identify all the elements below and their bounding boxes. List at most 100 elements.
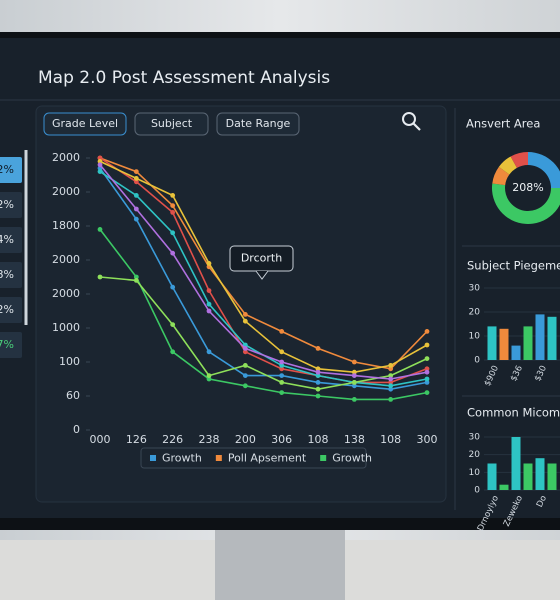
x-tick-label: 138 xyxy=(344,433,365,446)
y-tick-label: 2000 xyxy=(52,253,80,266)
data-point xyxy=(315,366,321,372)
data-point xyxy=(424,390,430,395)
y-tick-label: 60 xyxy=(66,389,80,402)
data-point xyxy=(206,288,212,293)
data-point xyxy=(206,301,212,307)
filter-button[interactable] xyxy=(216,112,300,136)
y-tick-label: 0 xyxy=(474,356,480,366)
filter-label[interactable]: Subject xyxy=(151,117,193,130)
data-point xyxy=(388,397,394,402)
data-point xyxy=(424,366,430,372)
annotation-pointer xyxy=(255,270,269,280)
x-tick-label: 306 xyxy=(271,433,292,446)
data-point xyxy=(206,349,212,355)
data-point xyxy=(242,318,248,324)
main-panel xyxy=(35,105,447,503)
data-point xyxy=(97,169,103,175)
data-point xyxy=(170,322,176,327)
bar xyxy=(511,437,521,490)
data-point xyxy=(170,203,176,209)
annotation-text: Drcorth xyxy=(241,252,282,265)
data-point xyxy=(351,369,357,375)
list-value[interactable]: 7% xyxy=(0,338,14,351)
bar xyxy=(547,316,557,360)
bar xyxy=(535,314,545,360)
legend-label: Growth xyxy=(332,452,372,465)
list-value[interactable]: 2% xyxy=(0,163,14,176)
data-point xyxy=(388,380,394,385)
x-tick-label: 126 xyxy=(126,433,147,446)
data-point xyxy=(97,155,103,161)
x-tick-label: 000 xyxy=(90,433,111,446)
list-value[interactable]: 4% xyxy=(0,233,14,246)
list-item[interactable] xyxy=(0,297,22,323)
list-item[interactable] xyxy=(0,262,22,288)
data-point xyxy=(315,373,321,378)
data-point xyxy=(170,284,176,290)
data-point xyxy=(279,359,285,365)
data-point xyxy=(133,179,139,185)
y-tick-label: 10 xyxy=(469,468,481,478)
data-point xyxy=(242,346,248,351)
data-point xyxy=(315,380,321,385)
y-tick-label: 20 xyxy=(469,450,481,460)
data-point xyxy=(170,250,176,256)
legend-label: Growth xyxy=(162,452,202,465)
list-value[interactable]: 2% xyxy=(0,303,14,316)
bar xyxy=(511,345,521,360)
data-point xyxy=(424,329,430,334)
y-tick-label: 0 xyxy=(73,423,80,436)
list-item[interactable] xyxy=(0,157,22,183)
data-point xyxy=(133,216,139,222)
y-tick-label: 1800 xyxy=(52,219,80,232)
y-tick-label: 0 xyxy=(474,486,480,496)
data-point xyxy=(351,383,357,389)
list-value[interactable]: 2% xyxy=(0,198,14,211)
data-point xyxy=(97,227,103,232)
filter-button[interactable] xyxy=(43,112,127,136)
filter-button[interactable] xyxy=(134,112,209,136)
data-point xyxy=(351,359,357,365)
series-line xyxy=(99,157,428,384)
data-point xyxy=(388,386,394,392)
data-point xyxy=(242,363,248,368)
data-point xyxy=(424,369,430,375)
data-point xyxy=(242,373,248,378)
donut-segment xyxy=(528,152,560,188)
data-point xyxy=(279,366,285,372)
panel-title: Ansvert Area xyxy=(466,117,540,131)
search-icon[interactable] xyxy=(402,112,421,131)
y-tick-label: 10 xyxy=(469,332,481,342)
panel-title: Common Micomo xyxy=(467,406,560,420)
data-point xyxy=(242,312,248,317)
data-point xyxy=(170,210,176,215)
data-point xyxy=(351,397,357,402)
filter-label[interactable]: Date Range xyxy=(226,117,291,130)
donut-segment xyxy=(492,183,560,224)
list-item[interactable] xyxy=(0,227,22,253)
data-point xyxy=(242,349,248,355)
y-tick-label: 20 xyxy=(469,308,481,318)
list-item[interactable] xyxy=(0,332,22,358)
bar xyxy=(487,463,497,490)
data-point xyxy=(133,193,139,198)
bar xyxy=(487,326,497,360)
x-tick-label: 200 xyxy=(235,433,256,446)
bar xyxy=(499,328,509,360)
list-value[interactable]: 8% xyxy=(0,268,14,281)
donut-center-label: 208% xyxy=(512,181,543,194)
data-point xyxy=(388,383,394,389)
filter-label[interactable]: Grade Level xyxy=(52,117,118,130)
list-item[interactable] xyxy=(0,192,22,218)
data-point xyxy=(170,349,176,355)
data-point xyxy=(315,386,321,392)
data-point xyxy=(279,380,285,385)
data-point xyxy=(133,176,139,181)
series-line xyxy=(99,167,428,391)
data-point xyxy=(388,363,394,368)
data-point xyxy=(424,342,430,348)
data-point xyxy=(388,376,394,382)
data-point xyxy=(133,274,139,280)
series-line xyxy=(99,276,428,391)
